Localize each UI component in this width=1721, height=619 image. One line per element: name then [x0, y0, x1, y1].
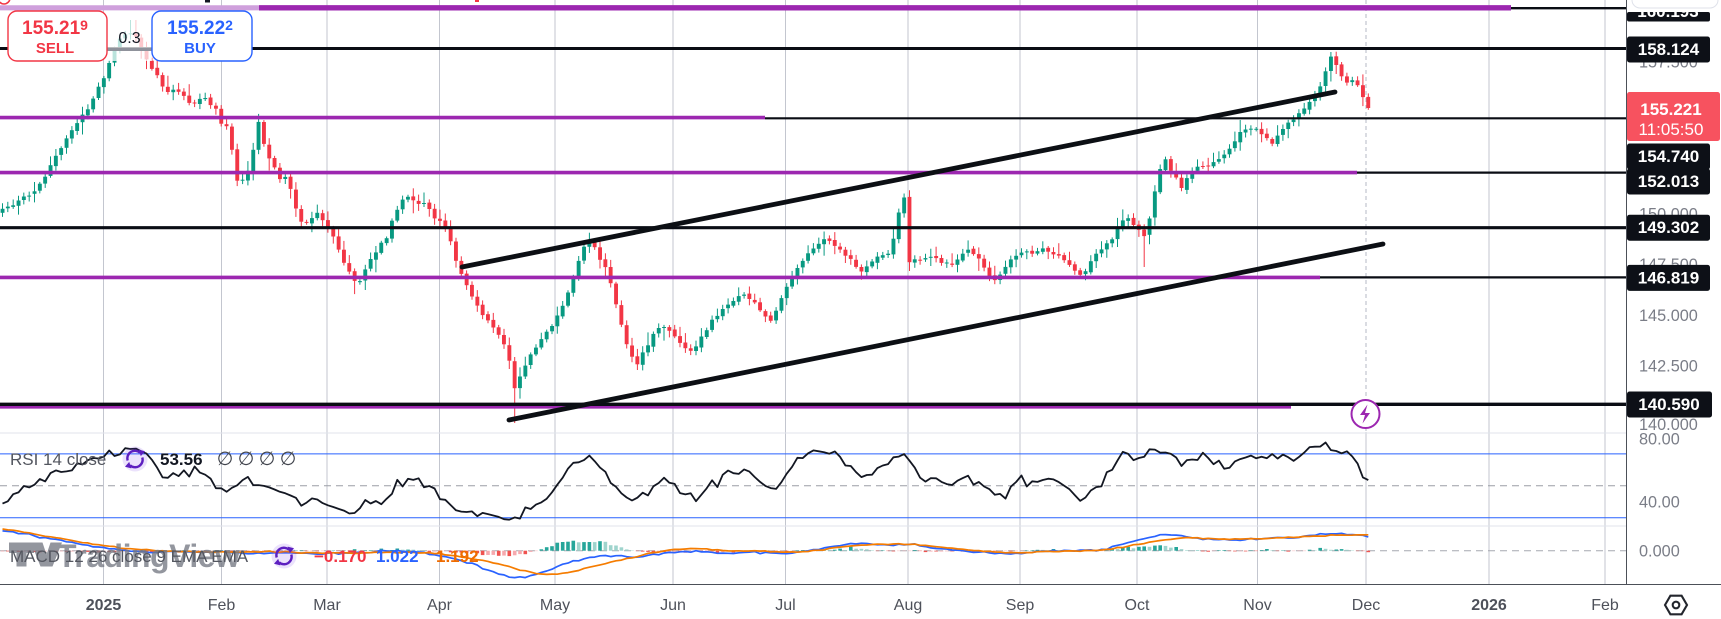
svg-text:TradingView: TradingView — [57, 538, 240, 574]
svg-text:Jul: Jul — [775, 597, 795, 614]
svg-text:152.013: 152.013 — [1638, 172, 1699, 191]
svg-text:Apr: Apr — [427, 597, 453, 614]
svg-text:Oct: Oct — [1125, 597, 1150, 614]
svg-text:145.000: 145.000 — [1639, 307, 1698, 325]
svg-text:155.219: 155.219 — [22, 17, 88, 39]
svg-text:154.740: 154.740 — [1638, 147, 1699, 166]
svg-text:RSI 14 close: RSI 14 close — [10, 450, 106, 469]
svg-text:2026: 2026 — [1471, 597, 1507, 614]
svg-text:MACD 12 26 close 9 EMA EMA: MACD 12 26 close 9 EMA EMA — [10, 547, 249, 566]
svg-text:Mar: Mar — [313, 597, 341, 614]
svg-text:∅: ∅ — [217, 449, 234, 470]
svg-text:142.500: 142.500 — [1639, 358, 1698, 376]
svg-text:146.819: 146.819 — [1638, 268, 1699, 287]
svg-text:May: May — [540, 597, 570, 614]
svg-text:BUY: BUY — [184, 40, 216, 57]
svg-text:Nov: Nov — [1243, 597, 1271, 614]
svg-text:−0.170: −0.170 — [314, 547, 366, 566]
svg-text:Sep: Sep — [1006, 597, 1035, 614]
svg-text:0.3: 0.3 — [118, 30, 140, 47]
svg-text:80.00: 80.00 — [1639, 431, 1680, 449]
svg-text:Feb: Feb — [1591, 597, 1619, 614]
svg-text:Feb: Feb — [208, 597, 236, 614]
svg-text:11:05:50: 11:05:50 — [1639, 120, 1704, 139]
svg-text:∅: ∅ — [280, 449, 297, 470]
svg-text:SELL: SELL — [36, 40, 74, 57]
svg-text:160.193: 160.193 — [1637, 2, 1698, 21]
svg-text:∅: ∅ — [259, 449, 276, 470]
svg-text:140.590: 140.590 — [1638, 395, 1699, 414]
svg-text:1.022: 1.022 — [376, 547, 419, 566]
svg-text:Jun: Jun — [660, 597, 686, 614]
svg-text:1.192: 1.192 — [436, 547, 479, 566]
svg-text:2025: 2025 — [86, 597, 122, 614]
svg-text:0.000: 0.000 — [1639, 543, 1680, 561]
svg-text:∅: ∅ — [238, 449, 255, 470]
svg-text:155.222: 155.222 — [167, 17, 233, 39]
svg-text:158.124: 158.124 — [1638, 40, 1700, 59]
svg-text:149.302: 149.302 — [1638, 218, 1699, 237]
svg-text:Dec: Dec — [1352, 597, 1380, 614]
svg-text:Aug: Aug — [894, 597, 922, 614]
svg-text:140.000: 140.000 — [1639, 416, 1698, 434]
svg-text:155.221: 155.221 — [1640, 100, 1701, 119]
svg-text:40.00: 40.00 — [1639, 494, 1680, 512]
svg-text:53.56: 53.56 — [160, 450, 203, 469]
